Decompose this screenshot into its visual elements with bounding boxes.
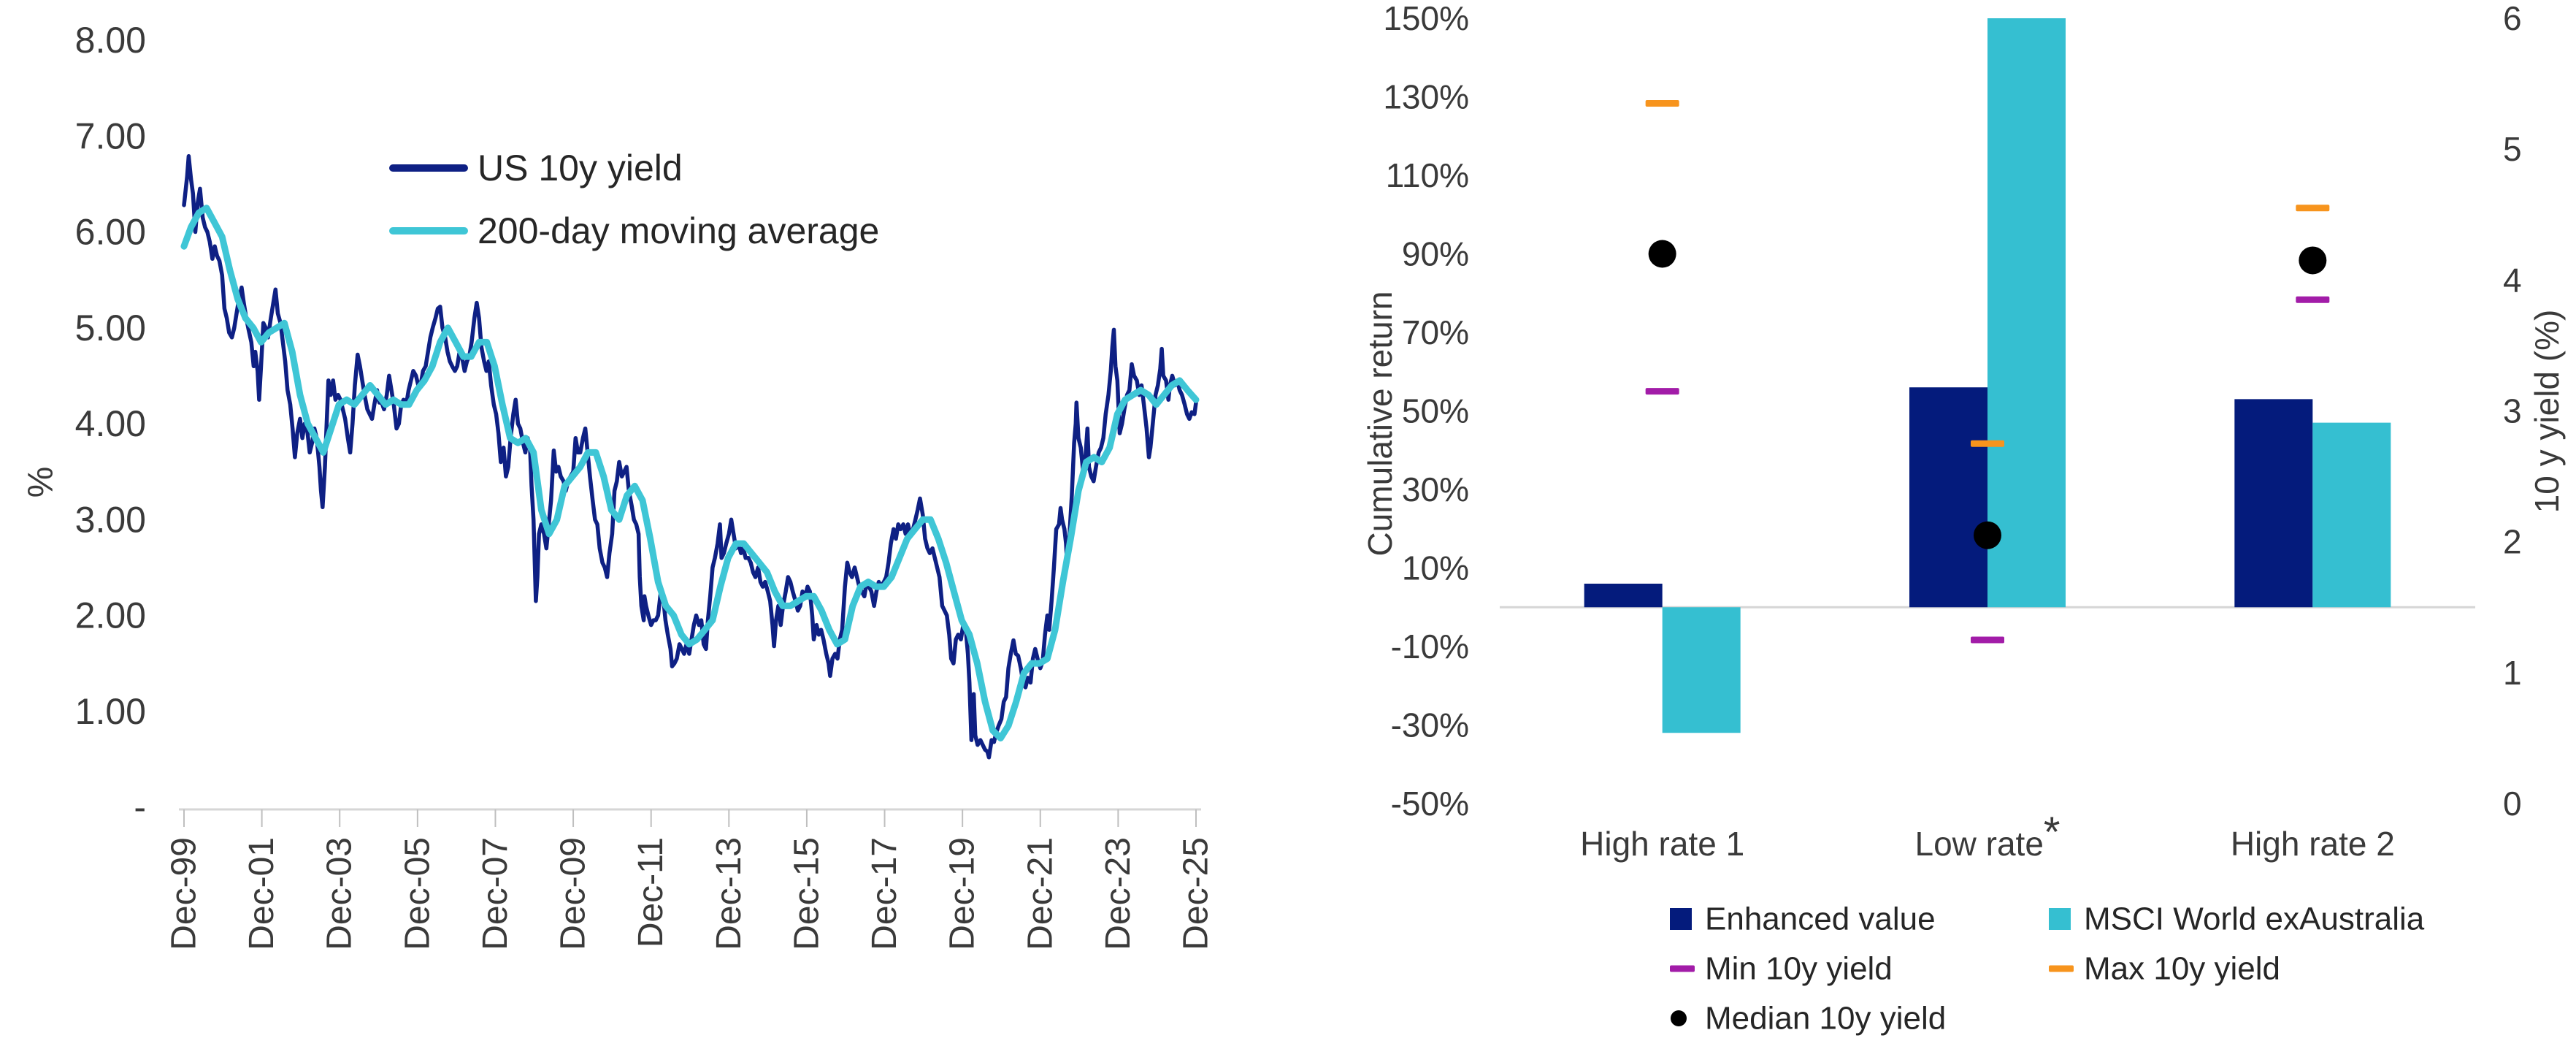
right-chart-right-y-tick-label: 2: [2503, 523, 2522, 561]
x-tick-label: Dec-15: [787, 837, 826, 950]
right-chart-left-y-tick-label: 30%: [1402, 470, 1469, 508]
right-chart-right-y-tick-label: 0: [2503, 785, 2522, 823]
bar-enhanced-value-3: [2234, 399, 2313, 608]
right-chart-left-y-tick-label: 130%: [1383, 78, 1469, 116]
bar-msci-world-exaustralia-3: [2312, 422, 2391, 608]
legend-label: US 10y yield: [478, 148, 683, 188]
legend-item-median-10y-yield-swatch: [1671, 1010, 1687, 1026]
legend-item-min-10y-yield-label: Min 10y yield: [1705, 951, 1893, 987]
left-y-tick-label: 4.00: [75, 403, 146, 444]
x-tick-label: Dec-03: [321, 837, 359, 950]
bar-enhanced-value-2: [1909, 387, 1987, 608]
marker-max-10y-yield-3: [2296, 205, 2330, 212]
bar-enhanced-value-1: [1584, 584, 1663, 608]
us-10y-yield-line-chart: 8.00 7.00 6.00 5.00 4.00 3.00 2.00 1.00 -% Dec-99…: [0, 0, 1285, 1049]
category-label: High rate 2: [2231, 825, 2395, 863]
x-tick-label: Dec-01: [242, 837, 281, 950]
moving-average-line: [180, 205, 1200, 741]
us-10y-yield-line-chart-svg: 8.00 7.00 6.00 5.00 4.00 3.00 2.00 1.00 -% Dec-99…: [22, 20, 1216, 950]
marker-max-10y-yield-1: [1645, 99, 1679, 107]
left-y-axis-title: %: [22, 467, 61, 498]
right-chart-left-y-tick-label: 150%: [1383, 0, 1469, 37]
x-tick-label: Dec-13: [710, 837, 748, 950]
x-tick-label: Dec-19: [943, 837, 982, 950]
legend-item-msci-world-exaustralia-swatch: [2049, 908, 2071, 930]
x-tick-label: Dec-21: [1021, 837, 1059, 950]
left-y-tick-label: 2.00: [75, 595, 146, 636]
right-chart-right-y-tick-label: 3: [2503, 392, 2522, 430]
bar-msci-world-exaustralia-2: [1987, 18, 2066, 608]
marker-min-10y-yield-1: [1645, 388, 1679, 395]
legend-item-msci-world-exaustralia-label: MSCI World exAustralia: [2084, 901, 2425, 937]
x-tick-label: Dec-99: [165, 837, 204, 950]
right-chart-right-y-tick-label: 4: [2503, 261, 2522, 299]
x-tick-label: Dec-25: [1177, 837, 1216, 950]
legend-item-max-10y-yield-swatch: [2049, 965, 2074, 972]
x-tick-label: Dec-09: [554, 837, 593, 950]
right-chart-left-y-tick-label: -50%: [1391, 785, 1469, 823]
marker-median-10y-yield-3: [2299, 246, 2327, 275]
marker-max-10y-yield-2: [1971, 440, 2004, 447]
legend-label: 200-day moving average: [478, 210, 879, 251]
x-tick-label: Dec-11: [632, 837, 670, 947]
x-tick-label: Dec-17: [865, 837, 904, 950]
regime-return-combo-chart-svg: 150% 130% 110% 90% 70% 50% 30% 10% -10% -30% -50% 6…: [1361, 0, 2566, 1037]
x-tick-label: Dec-07: [476, 837, 515, 950]
marker-median-10y-yield-2: [1974, 521, 2001, 549]
right-chart-left-y-tick-label: -10%: [1391, 628, 1469, 665]
us-10y-yield-line: [182, 154, 1198, 760]
right-chart-left-y-tick-label: 110%: [1386, 156, 1469, 194]
right-axis-title: 10 y yield (%): [2528, 310, 2566, 514]
right-chart-left-y-tick-label: 50%: [1402, 392, 1469, 430]
left-axis-title: Cumulative return: [1361, 291, 1399, 556]
left-y-tick-label: 3.00: [75, 499, 146, 540]
category-label: High rate 1: [1580, 825, 1744, 863]
bar-msci-world-exaustralia-1: [1662, 607, 1741, 733]
legend-item-min-10y-yield-swatch: [1670, 965, 1695, 972]
x-tick-label: Dec-23: [1099, 837, 1138, 950]
left-y-tick-label: 8.00: [75, 20, 146, 61]
right-chart-left-y-tick-label: 70%: [1402, 313, 1469, 351]
legend-item-enhanced-value-swatch: [1670, 908, 1692, 930]
right-chart-right-y-tick-label: 6: [2503, 0, 2522, 37]
legend-item-median-10y-yield-label: Median 10y yield: [1705, 1001, 1946, 1037]
marker-min-10y-yield-2: [1971, 636, 2004, 644]
category-label: Low rate*: [1914, 809, 2060, 863]
left-y-tick-label: -: [134, 787, 146, 828]
right-chart-right-y-tick-label: 5: [2503, 130, 2522, 168]
marker-min-10y-yield-3: [2296, 296, 2330, 303]
left-y-tick-label: 1.00: [75, 691, 146, 732]
left-y-tick-label: 5.00: [75, 308, 146, 348]
marker-median-10y-yield-1: [1648, 240, 1676, 268]
right-chart-left-y-tick-label: 90%: [1402, 235, 1469, 273]
right-chart-left-y-tick-label: 10%: [1402, 549, 1469, 587]
right-chart-right-y-tick-label: 1: [2503, 654, 2522, 692]
left-y-tick-label: 6.00: [75, 212, 146, 253]
regime-return-combo-chart: 150% 130% 110% 90% 70% 50% 30% 10% -10% -30% -50% 6…: [1285, 0, 2576, 1049]
left-y-tick-label: 7.00: [75, 115, 146, 156]
legend-item-max-10y-yield-label: Max 10y yield: [2084, 951, 2280, 987]
legend-item-enhanced-value-label: Enhanced value: [1705, 901, 1936, 937]
x-tick-label: Dec-05: [398, 837, 437, 950]
right-chart-left-y-tick-label: -30%: [1391, 706, 1469, 744]
